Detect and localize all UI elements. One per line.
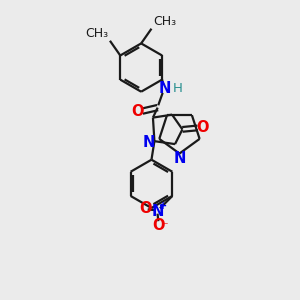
Text: ⁻: ⁻: [161, 220, 167, 233]
Text: CH₃: CH₃: [85, 27, 109, 40]
Text: N: N: [173, 151, 186, 166]
Text: N: N: [152, 204, 164, 219]
Text: O: O: [139, 201, 152, 216]
Text: N: N: [143, 134, 155, 149]
Text: CH₃: CH₃: [153, 15, 176, 28]
Text: N: N: [159, 81, 171, 96]
Text: O: O: [196, 120, 208, 135]
Text: H: H: [172, 82, 182, 95]
Text: O: O: [132, 104, 144, 119]
Text: O: O: [152, 218, 164, 233]
Text: +: +: [159, 201, 167, 211]
